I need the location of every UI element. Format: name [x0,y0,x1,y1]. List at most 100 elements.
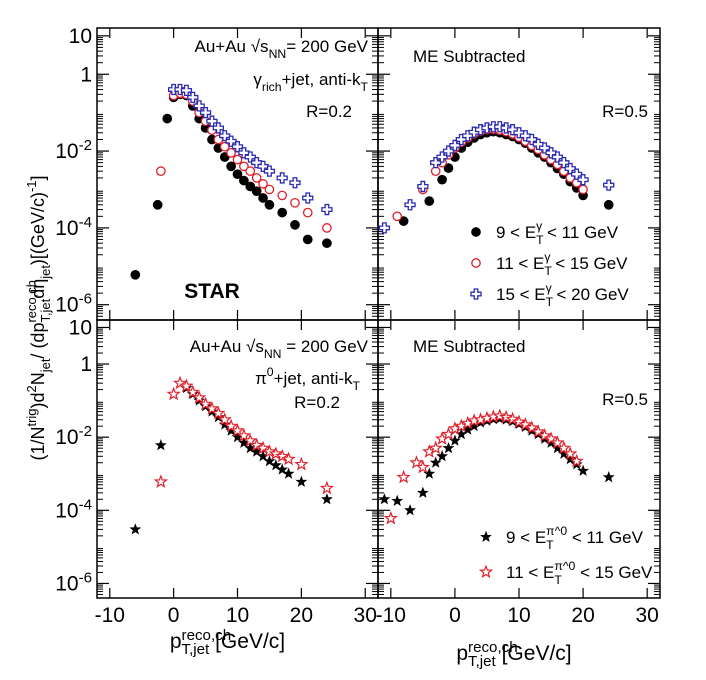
data-point [162,113,173,124]
data-point [249,437,264,452]
data-point [449,139,461,152]
legend-marker [471,258,481,268]
x-tick-label: 10 [507,604,530,627]
data-point [269,459,282,471]
data-point [322,238,332,249]
data-point [428,440,443,455]
data-point [263,165,276,177]
data-point [415,459,431,474]
data-point [404,504,416,516]
data-point [294,456,309,471]
data-point [404,199,416,211]
data-point [295,475,308,487]
data-point [264,184,275,195]
y-tick-label: 10-2 [55,137,92,163]
annotation: R=0.2 [294,393,340,412]
data-point [436,151,448,163]
data-point [211,405,226,420]
data-point [500,122,512,134]
data-point [322,223,332,233]
data-point [130,269,141,280]
y-tick-label: 10-4 [55,496,92,522]
data-point [268,446,283,460]
legend-marker [478,564,494,579]
data-point [199,107,212,119]
data-point [603,199,614,210]
data-point [319,480,335,495]
data-point [255,440,271,455]
y-tick-label: 10 [69,316,92,339]
data-point [302,192,314,204]
data-point [251,186,262,197]
data-point [577,464,590,476]
x-tick-label: -10 [95,604,125,627]
data-point [569,453,584,468]
data-point [276,172,288,184]
data-point [153,474,169,488]
data-point [251,173,262,183]
panel: 10 1 10-2 10-4 10-6-10 0 10 20 30 Au+Au √sNN = 20… [55,316,379,658]
x-tick-label: 0 [449,604,461,627]
y-tick-label: 10-2 [55,423,92,449]
y-tick-label: 10-6 [55,569,92,595]
data-point [436,450,448,462]
legend-marker [480,530,492,543]
data-point [179,378,194,393]
data-point [230,423,245,437]
data-point [556,440,572,455]
legend-label: 11 < ETγ < 15 GeV [496,250,628,278]
legend-label: 11 < ETπ^0 < 15 GeV [506,559,653,587]
annotation: R=0.5 [602,102,648,121]
data-point [602,471,615,483]
data-point [378,222,391,234]
data-point [277,207,288,218]
plot-frame [377,319,661,599]
annotation: ME Subtracted [413,47,525,66]
data-point [174,83,186,96]
y-tick-label: 10-4 [55,214,92,240]
panel: 10 1 10-2 10-4 10-6 Au+Au √sNN= 200 GeV γrich+… [24,25,379,461]
data-point [129,523,142,535]
data-point [518,417,533,431]
data-point [258,179,268,189]
y-tick-label: 1 [80,353,92,376]
annotation: π0+jet, anti-kT [255,365,360,393]
data-point [417,180,429,193]
legend-marker [471,227,481,237]
x-tick-label: 20 [571,604,594,627]
data-point [442,441,455,454]
data-point [245,181,256,192]
x-tick-label: 10 [226,604,249,627]
data-point [236,428,252,442]
x-axis-label: preco,ch T,jet [GeV/c] [170,627,285,658]
annotation: R=0.5 [602,390,648,409]
data-point [578,184,588,195]
data-point [275,448,290,463]
panel: -10 0 10 20 30 ME Subtracted R=0.5 9 < ETπ^0 < … [376,319,661,670]
data-point [429,456,442,468]
panel: ME Subtracted R=0.5 9 < ETγ < 11 GeV 11 < E… [377,27,661,321]
y-axis-label: (1/Ntrig)d2Njet/ (dpreco,chT,jetdηjet)[(… [24,175,53,460]
data-point [212,122,224,134]
data-point [531,424,546,438]
data-point [239,161,249,172]
data-point [166,386,181,401]
data-point [263,455,276,467]
data-point [154,439,167,451]
data-point [232,169,243,180]
data-point [282,467,295,479]
data-point [511,414,527,429]
x-tick-label: 0 [168,604,180,627]
y-tick-label: 10-6 [55,291,92,317]
data-point [187,91,199,104]
data-point [302,234,313,245]
data-point [302,207,313,218]
annotation: Au+Au √sNN = 200 GeV [190,337,369,361]
data-point [430,156,442,169]
data-point [603,179,615,191]
data-point [239,175,249,186]
data-point [264,199,275,210]
data-point [232,154,243,165]
legend-label: 9 < ETπ^0 < 11 GeV [506,524,644,552]
